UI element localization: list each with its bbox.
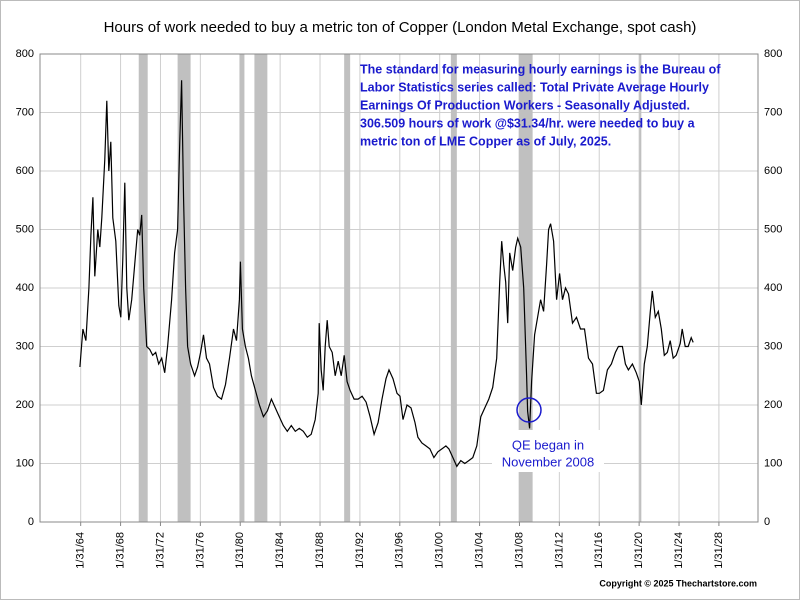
plot-area: 0 0 100 100 200 200 300 300 400 400 500 500 600 600 70… [16, 48, 783, 569]
note: Earnings Of Production Workers - Seasona… [360, 98, 690, 112]
recession-band [639, 54, 642, 522]
y-tick-label: 100 [16, 457, 34, 469]
y2-tick-label: 700 [764, 106, 782, 118]
recession-band [177, 54, 191, 522]
x-tick-label: 1/31/96 [394, 532, 406, 569]
copyright: Copyright © 2025 Thechartstore.com [599, 578, 757, 588]
chart-title: Hours of work needed to buy a metric ton… [104, 19, 697, 36]
y2-tick-label: 300 [764, 340, 782, 352]
y-tick-label: 300 [16, 340, 34, 352]
y2-tick-label: 200 [764, 399, 782, 411]
x-tick-label: 1/31/20 [633, 532, 645, 569]
x-tick-label: 1/31/04 [473, 532, 485, 569]
note: Labor Statistics series called: Total Pr… [360, 80, 709, 94]
annotation: QE began in [512, 437, 584, 452]
y2-tick-label: 800 [764, 48, 782, 60]
x-tick-label: 1/31/76 [194, 532, 206, 569]
y2-tick-label: 400 [764, 282, 782, 294]
y2-tick-label: 100 [764, 457, 782, 469]
recession-band [518, 54, 533, 522]
y-tick-label: 400 [16, 282, 34, 294]
x-tick-label: 1/31/28 [713, 532, 725, 569]
x-tick-label: 1/31/08 [513, 532, 525, 569]
y-tick-label: 0 [28, 516, 34, 528]
y-tick-label: 200 [16, 399, 34, 411]
x-tick-label: 1/31/84 [274, 532, 286, 569]
annotation-circle [516, 397, 542, 423]
y-tick-label: 800 [16, 48, 34, 60]
annotation-bg [492, 430, 604, 472]
annotation: November 2008 [502, 454, 595, 469]
x-tick-label: 1/31/16 [593, 532, 605, 569]
y2-tick-label: 0 [764, 516, 770, 528]
frame [39, 53, 759, 523]
recession-band [344, 54, 351, 522]
recession-band [450, 54, 457, 522]
x-tick-label: 1/31/88 [314, 532, 326, 569]
y-tick-label: 600 [16, 165, 34, 177]
recession-band [254, 54, 268, 522]
y2-tick-label: 500 [764, 223, 782, 235]
y-tick-label: 500 [16, 223, 34, 235]
x-tick-label: 1/31/80 [234, 532, 246, 569]
x-tick-label: 1/31/68 [114, 532, 126, 569]
y2-tick-label: 600 [764, 165, 782, 177]
x-tick-label: 1/31/72 [154, 532, 166, 569]
data-line [79, 80, 694, 468]
y-tick-label: 700 [16, 106, 34, 118]
note: 306.509 hours of work @$31.34/hr. were n… [360, 116, 696, 130]
x-tick-label: 1/31/00 [434, 532, 446, 569]
x-tick-label: 1/31/64 [75, 532, 87, 569]
note: The standard for measuring hourly earnin… [360, 62, 721, 76]
x-tick-label: 1/31/92 [354, 532, 366, 569]
x-tick-label: 1/31/12 [553, 532, 565, 569]
x-tick-label: 1/31/24 [673, 532, 685, 569]
recession-band [239, 54, 245, 522]
note: metric ton of LME Copper as of July, 202… [360, 134, 611, 148]
